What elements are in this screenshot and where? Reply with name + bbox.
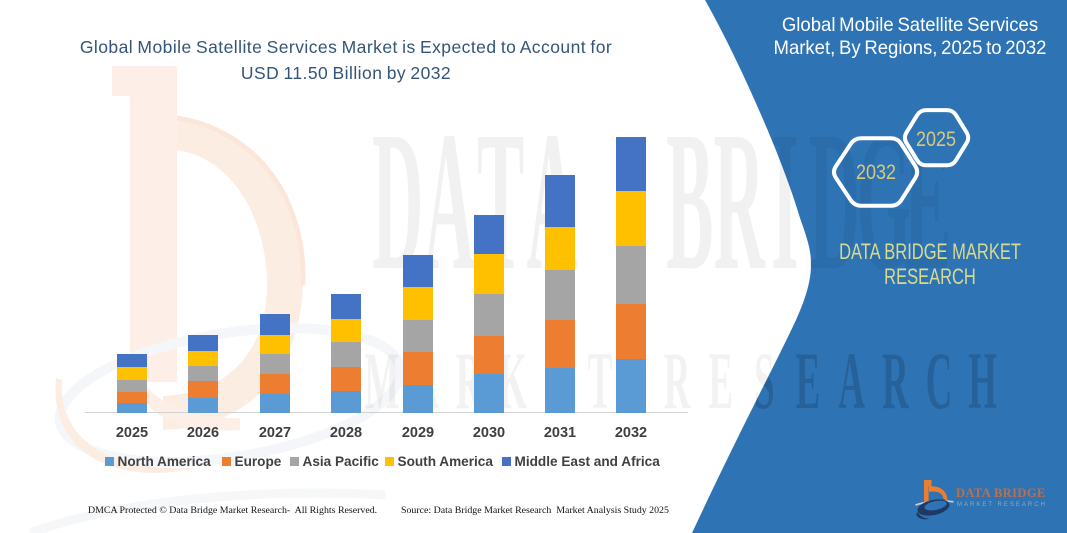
svg-text:2025: 2025 bbox=[916, 128, 956, 151]
svg-text:2032: 2032 bbox=[856, 161, 896, 184]
